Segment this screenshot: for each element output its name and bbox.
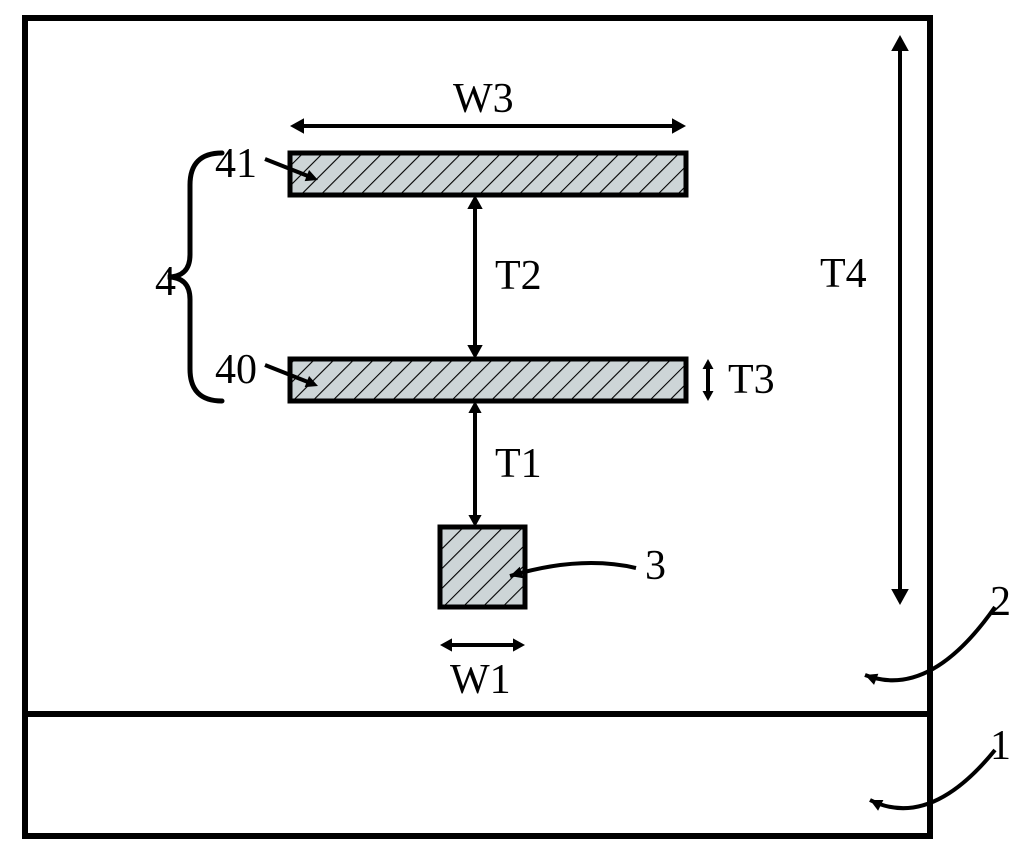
- label-T1: T1: [495, 440, 542, 488]
- label-L3: 3: [645, 542, 666, 590]
- label-T3: T3: [728, 356, 775, 404]
- label-T4: T4: [820, 250, 867, 298]
- label-L1: 1: [990, 722, 1011, 770]
- label-L40: 40: [215, 346, 257, 394]
- label-L41: 41: [215, 140, 257, 188]
- label-W3: W3: [453, 75, 514, 123]
- label-T2: T2: [495, 252, 542, 300]
- engineering-diagram: [0, 0, 1025, 856]
- label-L4: 4: [155, 258, 176, 306]
- label-W1: W1: [450, 656, 511, 704]
- label-L2: 2: [990, 578, 1011, 626]
